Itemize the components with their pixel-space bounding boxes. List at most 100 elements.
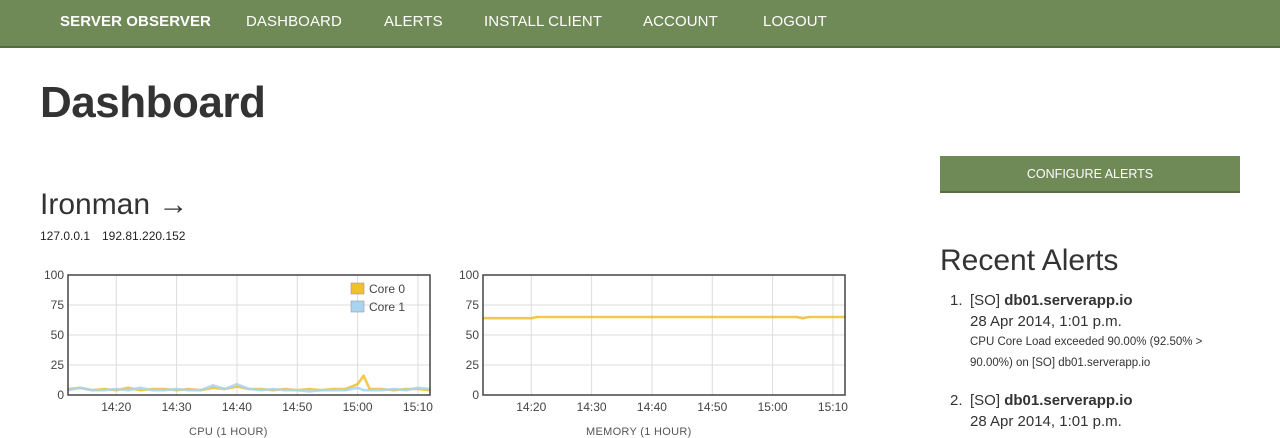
- memory-chart-x-tick-label: 14:30: [577, 400, 607, 414]
- cpu-chart-legend-swatch: [350, 282, 365, 295]
- memory-chart-x-tick-label: 14:40: [637, 400, 667, 414]
- server-name-link[interactable]: Ironman →: [40, 188, 189, 221]
- cpu-chart-y-tick-label: 50: [51, 328, 65, 342]
- cpu-chart-legend-label: Core 0: [369, 282, 405, 296]
- memory-chart-x-tick-label: 14:50: [697, 400, 727, 414]
- cpu-chart-data-point: [356, 386, 359, 389]
- cpu-chart-x-tick-label: 14:50: [282, 400, 312, 414]
- alert-message: CPU Core Load exceeded 90.00% (92.50% > …: [970, 336, 1203, 369]
- cpu-chart-data-point: [211, 386, 214, 389]
- cpu-chart-x-tick-label: 14:40: [222, 400, 252, 414]
- cpu-chart-data-point: [127, 389, 130, 392]
- recent-alerts-title: Recent Alerts: [940, 244, 1119, 277]
- memory-chart-x-tick-label: 15:00: [758, 400, 788, 414]
- server-ip-local: 127.0.0.1: [40, 229, 91, 243]
- alert-prefix: [SO]: [970, 392, 1001, 409]
- cpu-chart-data-point: [380, 389, 383, 392]
- nav-dashboard[interactable]: DASHBOARD: [246, 13, 342, 30]
- alert-time: 28 Apr 2014, 1:01 p.m.: [970, 313, 1122, 330]
- top-navbar: SERVER OBSERVER DASHBOARD ALERTS INSTALL…: [0, 0, 1280, 48]
- nav-account[interactable]: ACCOUNT: [643, 13, 718, 30]
- cpu-chart-data-point: [187, 389, 190, 392]
- memory-chart: 0 25 50 75 100 14:20 14:30 14:40 14:50 15:00 15:10: [459, 268, 848, 414]
- memory-chart-data-point: [530, 317, 533, 320]
- cpu-chart-data-point: [211, 384, 214, 387]
- cpu-chart-legend: Core 0 Core 1: [350, 282, 405, 314]
- cpu-chart-data-point: [175, 388, 178, 390]
- memory-chart-plot-border: [482, 274, 846, 396]
- alert-host[interactable]: [SO] db01.serverapp.io: [970, 392, 1133, 409]
- memory-chart-y-tick-label: 50: [466, 328, 480, 342]
- alert-number: 2.: [950, 392, 963, 409]
- cpu-chart-data-point: [163, 389, 166, 392]
- configure-alerts-button[interactable]: CONFIGURE ALERTS: [940, 156, 1240, 193]
- cpu-chart-data-point: [223, 388, 226, 390]
- cpu-chart-y-tick-label: 0: [57, 388, 64, 402]
- nav-alerts[interactable]: ALERTS: [384, 13, 443, 30]
- alert-prefix: [SO]: [970, 292, 1001, 309]
- cpu-chart-data-point: [139, 389, 142, 392]
- memory-chart-y-tick-label: 25: [466, 358, 480, 372]
- cpu-chart-legend-label: Core 1: [369, 300, 405, 314]
- cpu-chart-data-point: [79, 386, 82, 389]
- memory-chart-data-point: [536, 316, 539, 318]
- nav-install-client[interactable]: INSTALL CLIENT: [484, 13, 603, 30]
- cpu-chart-data-point: [368, 389, 371, 392]
- cpu-chart-data-point: [115, 388, 118, 390]
- memory-chart-y-tick-label: 75: [466, 298, 480, 312]
- cpu-chart-data-point: [248, 388, 250, 390]
- cpu-chart-data-point: [404, 389, 407, 392]
- cpu-chart-data-point: [356, 383, 359, 386]
- cpu-chart-y-tick-label: 75: [51, 298, 65, 312]
- cpu-chart-data-point: [260, 389, 263, 392]
- alert-host-name: db01.serverapp.io: [1004, 292, 1133, 309]
- cpu-chart-x-tick-label: 14:30: [162, 400, 192, 414]
- cpu-chart-data-point: [362, 374, 365, 377]
- brand-link[interactable]: SERVER OBSERVER: [60, 13, 211, 30]
- cpu-chart-data-point: [272, 388, 275, 390]
- cpu-chart-y-tick-label: 100: [44, 268, 64, 282]
- cpu-chart-data-point: [199, 389, 202, 392]
- memory-chart-data-point: [590, 316, 593, 318]
- cpu-chart-data-point: [235, 383, 238, 386]
- memory-chart-x-tick-label: 15:10: [818, 400, 848, 414]
- cpu-chart-x-tick-label: 14:20: [101, 400, 131, 414]
- memory-chart-data-point: [807, 316, 810, 318]
- memory-chart-y-tick-label: 100: [459, 268, 479, 282]
- cpu-chart: 0 25 50 75 100 14:20 14:30 14:40 14:50 15:00 15:10…: [44, 268, 433, 414]
- memory-chart-x-tick-label: 14:20: [516, 400, 546, 414]
- cpu-chart-data-point: [91, 389, 94, 392]
- cpu-chart-legend-swatch: [350, 300, 365, 313]
- cpu-chart-y-tick-label: 25: [51, 358, 65, 372]
- cpu-chart-data-point: [392, 388, 395, 390]
- cpu-chart-data-point: [308, 388, 311, 390]
- cpu-chart-x-tick-label: 15:00: [343, 400, 373, 414]
- cpu-chart-x-tick-label: 15:10: [403, 400, 433, 414]
- page-title: Dashboard: [40, 78, 266, 127]
- cpu-chart-data-point: [296, 389, 299, 392]
- alert-time: 28 Apr 2014, 1:01 p.m.: [970, 413, 1122, 430]
- cpu-chart-data-point: [320, 389, 323, 392]
- memory-chart-data-point: [711, 316, 714, 318]
- memory-chart-caption: MEMORY (1 HOUR): [586, 426, 692, 438]
- cpu-chart-plot-border: [67, 274, 431, 396]
- cpu-chart-data-point: [127, 386, 130, 389]
- cpu-chart-data-point: [151, 389, 154, 392]
- cpu-chart-data-point: [308, 390, 311, 393]
- nav-logout[interactable]: LOGOUT: [763, 13, 827, 30]
- alert-host[interactable]: [SO] db01.serverapp.io: [970, 292, 1133, 309]
- memory-chart-data-point: [801, 317, 804, 320]
- memory-chart-y-tick-label: 0: [472, 388, 479, 402]
- cpu-chart-data-point: [284, 389, 287, 392]
- cpu-chart-caption: CPU (1 HOUR): [189, 426, 268, 438]
- memory-chart-data-point: [771, 316, 774, 318]
- cpu-chart-data-point: [139, 386, 142, 389]
- memory-chart-data-point: [650, 316, 653, 318]
- cpu-chart-data-point: [416, 386, 419, 389]
- cpu-chart-data-point: [332, 389, 335, 392]
- alert-host-name: db01.serverapp.io: [1004, 392, 1133, 409]
- server-ip-public: 192.81.220.152: [102, 229, 186, 243]
- cpu-chart-data-point: [103, 389, 106, 392]
- cpu-chart-data-point: [362, 389, 365, 392]
- alert-number: 1.: [950, 292, 963, 309]
